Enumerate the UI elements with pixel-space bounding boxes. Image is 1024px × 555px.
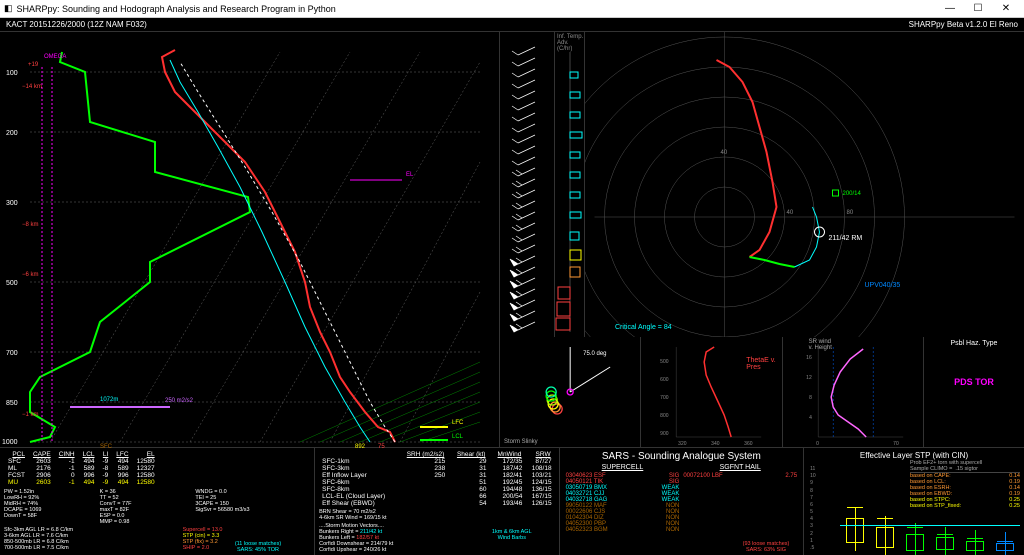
svg-text:UPV040/35: UPV040/35 — [865, 282, 901, 289]
stp-title: Effective Layer STP (with CIN) — [808, 451, 1020, 460]
svg-text:1000: 1000 — [2, 439, 18, 446]
srw-label: 4-6km SR Wind = 169/15 kt — [319, 515, 554, 521]
minimize-button[interactable]: — — [936, 3, 964, 14]
skewt-panel[interactable]: 100 200 300 500 700 850 1000 OMEGA +19 −14 k… — [0, 32, 500, 447]
el-label: EL — [406, 172, 413, 178]
bottom-panels: PCLCAPECINHLCLLILFCELSFC2603-1494-949412… — [0, 447, 1024, 555]
stp-panel: Effective Layer STP (with CIN) Prob EF2+… — [804, 448, 1024, 555]
eff-label: 250 m2/s2 — [165, 398, 193, 404]
srwind-panel: 16 12 8 4 0 70 SR wind v. Height — [783, 337, 924, 447]
svg-text:75.0 deg: 75.0 deg — [583, 351, 606, 357]
svg-text:360: 360 — [744, 441, 753, 447]
svg-text:211/42 RM: 211/42 RM — [829, 235, 863, 242]
svg-text:320: 320 — [678, 441, 687, 447]
svg-text:700: 700 — [6, 350, 18, 357]
station-id: KACT 20151226/2000 (12Z NAM F032) — [6, 20, 147, 29]
m8-label: −8 km — [22, 222, 39, 228]
version-label: SHARPpy Beta v1.2.0 El Reno — [909, 20, 1018, 29]
skewt-svg: 100 200 300 500 700 850 1000 — [0, 32, 500, 447]
svg-text:8: 8 — [809, 395, 812, 401]
svg-text:0: 0 — [816, 441, 819, 447]
haz-value: PDS TOR — [932, 377, 1016, 387]
svg-text:80: 80 — [847, 210, 854, 216]
main-panels: 100200300 500700850 1000 OMEGA +19 −14 k… — [0, 32, 1024, 447]
svg-text:40: 40 — [787, 210, 794, 216]
svg-text:500: 500 — [6, 280, 18, 287]
thermo-indices-panel: PCLCAPECINHLCLLILFCELSFC2603-1494-949412… — [0, 448, 315, 555]
m6-label: −6 km — [22, 272, 39, 278]
m14-label: −14 km — [22, 84, 42, 90]
thetae-panel: 900 800 700 600 500 320 340 360 ThetaE v. Pres — [641, 337, 782, 447]
svg-text:500: 500 — [660, 359, 669, 365]
storm-slinky-panel: 75.0 deg Storm Slinky — [500, 337, 641, 447]
p19-label: +19 — [28, 62, 38, 68]
h1072-label: 1072m — [100, 397, 118, 403]
svg-text:850: 850 — [6, 400, 18, 407]
temp-advection-panel: Inf. Temp. Adv.(C/hr) — [555, 32, 585, 337]
sars-panel: SARS - Sounding Analogue System SUPERCEL… — [560, 448, 804, 555]
window-title: SHARPpy: Sounding and Hodograph Analysis… — [17, 4, 936, 14]
svg-text:200: 200 — [6, 130, 18, 137]
lfc-label: LFC — [452, 420, 463, 426]
maximize-button[interactable]: ☐ — [964, 3, 992, 14]
omega-label: OMEGA — [44, 54, 66, 60]
hodograph-panel[interactable]: 211/42 RM 200/14 UPV040/35 40 80 40 Crit… — [585, 32, 1024, 337]
svg-text:70: 70 — [893, 441, 899, 447]
t892-label: 892 — [355, 444, 365, 450]
svg-text:100: 100 — [6, 70, 18, 77]
svg-text:800: 800 — [660, 413, 669, 419]
srwind-title: SR wind v. Height — [809, 339, 832, 351]
sars-hail-hdr: SGFNT HAIL — [681, 464, 799, 471]
header: KACT 20151226/2000 (12Z NAM F032) SHARPp… — [0, 18, 1024, 32]
svg-text:700: 700 — [660, 395, 669, 401]
hazard-panel: Psbl Haz. Type PDS TOR — [924, 337, 1024, 447]
svg-text:16: 16 — [806, 355, 812, 361]
svg-text:4: 4 — [809, 415, 812, 421]
app-icon: ◧ — [4, 3, 13, 14]
svg-text:340: 340 — [711, 441, 720, 447]
sars-supercell-hdr: SUPERCELL — [564, 464, 682, 471]
titlebar: ◧ SHARPpy: Sounding and Hodograph Analys… — [0, 0, 1024, 18]
theta-title: ThetaE v. Pres — [746, 357, 775, 371]
t75-label: 75 — [378, 444, 385, 450]
svg-text:12: 12 — [806, 375, 812, 381]
crit-angle: Critical Angle = 84 — [615, 324, 672, 331]
lcl-label: LCL — [452, 434, 463, 440]
svg-text:200/14: 200/14 — [843, 191, 862, 197]
sars-title: SARS - Sounding Analogue System — [564, 451, 799, 462]
svg-text:40: 40 — [721, 150, 728, 156]
close-button[interactable]: ✕ — [992, 3, 1020, 14]
parcel-table: PCLCAPECINHLCLLILFCELSFC2603-1494-949412… — [4, 451, 159, 486]
svg-text:900: 900 — [660, 431, 669, 437]
svg-text:600: 600 — [660, 377, 669, 383]
kinematics-panel: SRH (m2/s2)Shear (kt)MnWindSRWSFC-1km215… — [315, 448, 559, 555]
slinky-title: Storm Slinky — [504, 439, 538, 445]
haz-title: Psbl Haz. Type — [924, 337, 1024, 347]
m1-label: −1 km — [22, 412, 39, 418]
svg-text:300: 300 — [6, 200, 18, 207]
wind-barbs-panel — [500, 32, 555, 337]
